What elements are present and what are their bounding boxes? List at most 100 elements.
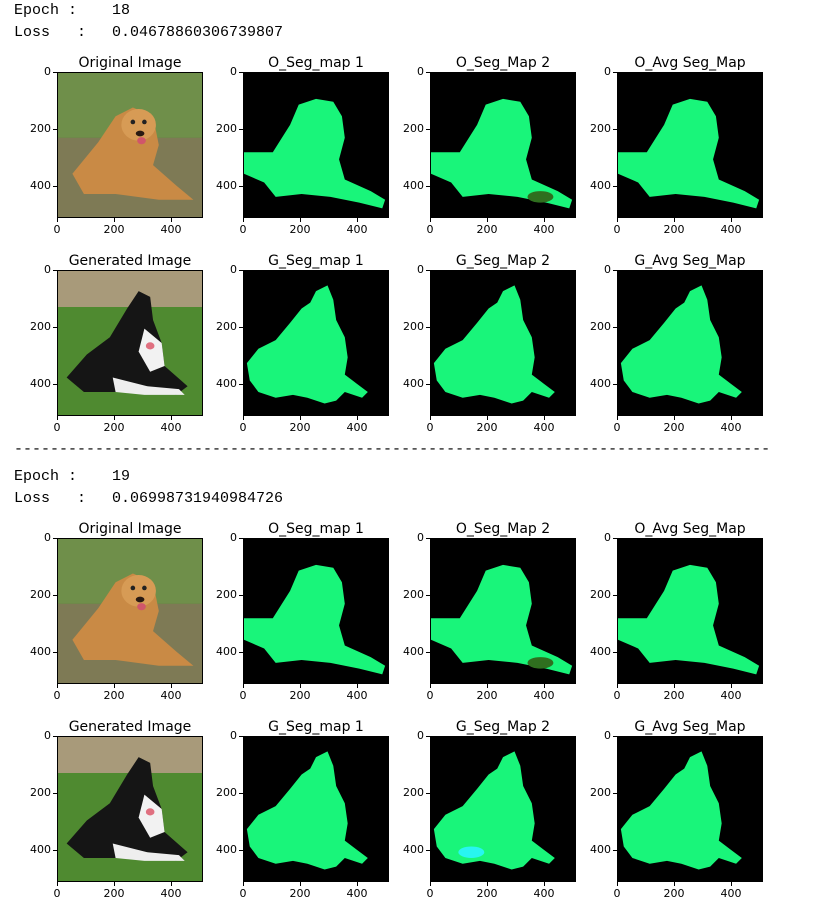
x-tick-mark: [114, 416, 115, 420]
y-tick-mark: [613, 384, 617, 385]
x-tick-label: 0: [426, 223, 434, 236]
segmentation-mask: [431, 98, 573, 209]
golden-retriever-photo: [58, 539, 202, 683]
y-tick-mark: [426, 595, 430, 596]
x-tick-label: 200: [103, 421, 125, 434]
segmentation-mask: [433, 285, 555, 404]
y-tick-mark: [239, 72, 243, 73]
mask-secondary-region: [527, 191, 554, 203]
mask-region: [246, 751, 368, 870]
y-tick-mark: [613, 736, 617, 737]
y-tick-label: 400: [30, 843, 51, 856]
y-tick-label: 400: [30, 377, 51, 390]
y-tick-mark: [613, 538, 617, 539]
x-tick-mark: [243, 218, 244, 222]
x-tick-label: 200: [663, 223, 685, 236]
mask-region: [618, 564, 760, 675]
y-tick-mark: [53, 384, 57, 385]
x-tick-label: 400: [160, 421, 182, 434]
y-tick-label: 400: [216, 179, 237, 192]
y-tick-label: 200: [590, 588, 611, 601]
y-tick-mark: [53, 270, 57, 271]
y-tick-mark: [426, 270, 430, 271]
x-tick-label: 0: [426, 887, 434, 900]
y-tick-mark: [239, 595, 243, 596]
x-tick-label: 400: [346, 223, 368, 236]
y-tick-label: 200: [590, 320, 611, 333]
y-tick-label: 0: [230, 531, 237, 544]
y-tick-mark: [239, 327, 243, 328]
x-tick-label: 400: [533, 887, 555, 900]
x-tick-mark: [617, 684, 618, 688]
x-tick-mark: [243, 416, 244, 420]
x-tick-mark: [544, 882, 545, 886]
y-tick-label: 0: [604, 531, 611, 544]
y-tick-mark: [613, 595, 617, 596]
epoch-label: Epoch :: [14, 2, 78, 19]
x-tick-mark: [430, 684, 431, 688]
y-tick-mark: [613, 327, 617, 328]
segmentation-mask: [246, 285, 368, 404]
segmap-panel: [243, 72, 389, 218]
y-tick-label: 200: [30, 786, 51, 799]
y-tick-label: 200: [216, 122, 237, 135]
segmentation-mask: [620, 751, 742, 870]
panel-title: G_Seg_Map 2: [455, 719, 551, 735]
x-tick-label: 200: [289, 689, 311, 702]
y-tick-mark: [53, 652, 57, 653]
x-tick-mark: [357, 416, 358, 420]
y-tick-mark: [426, 538, 430, 539]
image-panel: [57, 270, 203, 416]
golden-retriever-photo: [58, 73, 202, 217]
y-tick-label: 0: [604, 729, 611, 742]
y-tick-mark: [613, 270, 617, 271]
y-tick-label: 400: [403, 843, 424, 856]
x-tick-label: 400: [533, 223, 555, 236]
x-tick-mark: [357, 218, 358, 222]
y-tick-mark: [239, 186, 243, 187]
border-collie-photo: [58, 271, 202, 415]
y-tick-mark: [239, 793, 243, 794]
x-tick-mark: [114, 882, 115, 886]
y-tick-mark: [613, 850, 617, 851]
x-tick-label: 0: [53, 689, 61, 702]
x-tick-label: 0: [613, 223, 621, 236]
y-tick-label: 0: [417, 263, 424, 276]
segmentation-mask: [618, 564, 760, 675]
x-tick-mark: [430, 218, 431, 222]
y-tick-label: 400: [403, 377, 424, 390]
panel-title: O_Seg_Map 2: [455, 521, 551, 537]
x-tick-label: 0: [613, 421, 621, 434]
loss-label: Loss :: [14, 24, 87, 41]
y-tick-label: 0: [604, 263, 611, 276]
x-tick-mark: [487, 882, 488, 886]
x-tick-mark: [617, 882, 618, 886]
segmap-panel: [430, 72, 576, 218]
x-tick-label: 400: [346, 887, 368, 900]
mask-region: [244, 98, 386, 209]
x-tick-label: 0: [53, 421, 61, 434]
x-tick-mark: [114, 684, 115, 688]
segmentation-mask: [618, 98, 760, 209]
image-panel: [57, 736, 203, 882]
x-tick-label: 200: [289, 887, 311, 900]
x-tick-mark: [487, 684, 488, 688]
y-tick-mark: [426, 384, 430, 385]
y-tick-mark: [239, 538, 243, 539]
y-tick-label: 200: [30, 122, 51, 135]
x-tick-label: 0: [613, 689, 621, 702]
y-tick-mark: [53, 129, 57, 130]
x-tick-mark: [731, 882, 732, 886]
x-tick-mark: [674, 882, 675, 886]
panel-title: O_Seg_Map 2: [455, 55, 551, 71]
x-tick-mark: [731, 416, 732, 420]
panel-title: G_Avg Seg_Map: [634, 719, 746, 735]
mask-region: [246, 285, 368, 404]
x-tick-label: 0: [239, 421, 247, 434]
x-tick-label: 400: [720, 689, 742, 702]
y-tick-label: 0: [230, 263, 237, 276]
x-tick-label: 200: [103, 689, 125, 702]
y-tick-label: 200: [216, 786, 237, 799]
x-tick-mark: [171, 218, 172, 222]
panel-title: Generated Image: [68, 253, 192, 269]
